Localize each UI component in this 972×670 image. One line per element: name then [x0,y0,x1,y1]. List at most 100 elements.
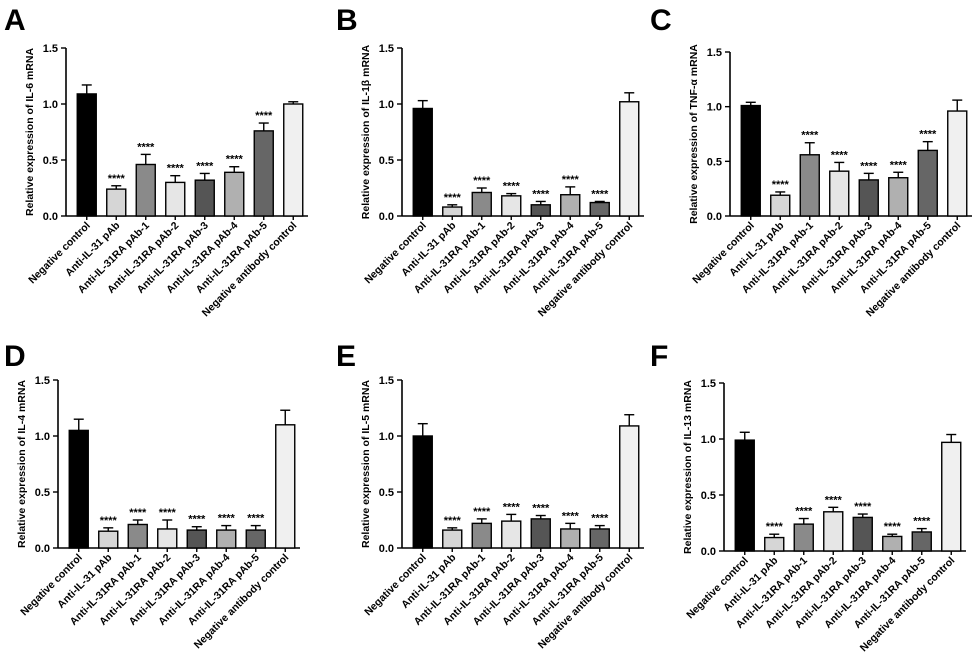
bar [194,179,215,217]
y-tick-label: 1.0 [707,102,722,114]
bar [76,93,97,217]
bar [530,204,551,217]
panel-letter: E [336,340,356,373]
panel-b: B 0.0 0.5 1.0 1.5 Relative expression of IL-1… [336,4,644,319]
bar [911,531,932,552]
significance-label: **** [473,175,491,187]
significance-label: **** [890,159,908,171]
bar [882,535,903,552]
y-tick-label: 0.5 [43,155,58,167]
y-tick-label: 0.5 [35,487,50,499]
panel-d: D 0.0 0.5 1.0 1.5 Relative expression of IL-4… [4,340,300,651]
y-tick-label: 1.0 [35,431,50,443]
significance-label: **** [473,506,491,518]
panel-a: A 0.0 0.5 1.0 1.5 Relative expression of IL-6… [4,4,308,319]
y-tick-label: 1.5 [707,47,722,59]
significance-label: **** [167,163,185,175]
y-tick-label: 0.5 [701,490,716,502]
bar [823,511,844,552]
panel-letter: A [4,4,26,37]
bar [471,522,492,549]
y-tick-label: 1.5 [35,375,50,387]
bar [764,536,785,552]
y-axis-label: Relative expression of IL-4 mRNA [16,380,28,548]
bar [216,529,237,549]
panel-letter: F [650,340,668,373]
bar [106,188,127,217]
y-tick-label: 0.0 [379,211,394,223]
bar [888,177,909,217]
significance-label: **** [108,173,126,185]
significance-label: **** [919,129,937,141]
significance-label: **** [562,174,580,186]
bar [799,154,820,217]
bar [560,194,581,217]
y-tick-label: 0.0 [701,546,716,558]
y-tick-label: 1.5 [43,43,58,55]
bar [560,528,581,549]
y-tick-label: 0.0 [379,543,394,555]
panel-letter: B [336,4,358,37]
y-tick-label: 0.5 [707,156,722,168]
y-axis-label: Relative expression of IL-5 mRNA [360,380,372,548]
y-tick-label: 1.0 [43,99,58,111]
y-tick-label: 1.0 [701,434,716,446]
significance-label: **** [100,515,118,527]
bar [68,429,89,549]
bar [224,171,245,217]
y-tick-label: 1.0 [379,99,394,111]
bar [412,107,433,217]
bar [253,130,274,217]
bar [941,441,962,552]
bar [127,523,148,549]
bar [442,206,463,217]
y-tick-label: 1.5 [379,43,394,55]
significance-label: **** [854,501,872,513]
significance-label: **** [159,507,177,519]
y-axis-label: Relative expression of IL-6 mRNA [24,48,36,216]
bar [734,439,755,552]
significance-label: **** [884,521,902,533]
panel-c: C 0.0 0.5 1.0 1.5 Relative expression of TNF-… [650,4,972,319]
panel-f: F 0.0 0.5 1.0 1.5 Relative expression of IL-1… [650,340,966,654]
significance-label: **** [188,514,206,526]
significance-label: **** [226,154,244,166]
y-tick-label: 0.5 [379,155,394,167]
y-axis-label: Relative expression of IL-1β mRNA [360,44,372,219]
bar [245,529,266,549]
significance-label: **** [532,503,550,515]
y-tick-label: 0.0 [43,211,58,223]
y-tick-label: 1.5 [701,378,716,390]
significance-label: **** [196,160,214,172]
significance-label: **** [831,149,849,161]
significance-label: **** [503,501,521,513]
bar [135,163,156,217]
significance-label: **** [255,110,273,122]
bar [589,201,610,217]
bar [852,516,873,552]
significance-label: **** [825,494,843,506]
y-tick-label: 1.5 [379,375,394,387]
significance-label: **** [129,507,147,519]
significance-label: **** [772,179,790,191]
significance-label: **** [860,160,878,172]
bar [530,518,551,549]
significance-label: **** [766,521,784,533]
bar [829,170,850,217]
bar [619,101,640,217]
bar [947,110,968,217]
bar [471,191,492,217]
panel-e: E 0.0 0.5 1.0 1.5 Relative expression of IL-5… [336,340,644,651]
y-axis-label: Relative expression of IL-13 mRNA [682,380,694,554]
bar [186,529,207,549]
significance-label: **** [444,515,462,527]
significance-label: **** [591,188,609,200]
y-axis-label: Relative expression of TNF-α mRNA [688,44,700,224]
panel-letter: D [4,340,26,373]
bar [412,435,433,549]
significance-label: **** [247,513,265,525]
bar [442,529,463,549]
significance-label: **** [913,516,931,528]
y-tick-label: 0.0 [35,543,50,555]
